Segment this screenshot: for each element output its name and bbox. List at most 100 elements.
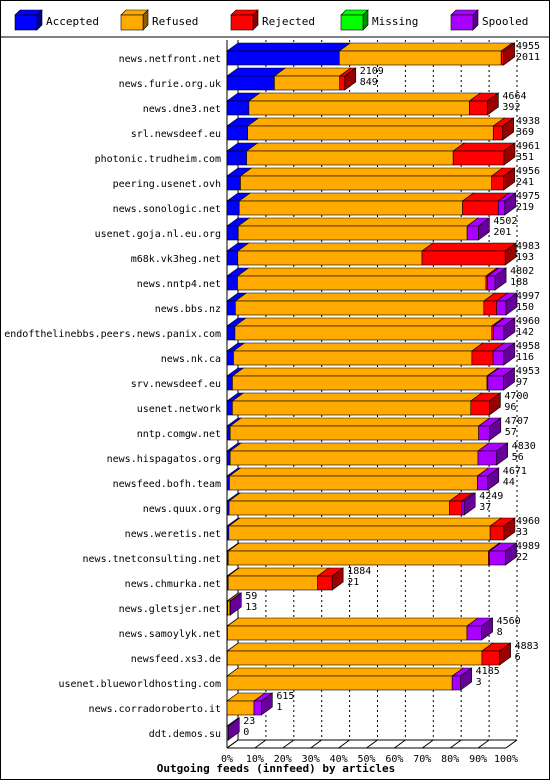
bar-refused — [338, 50, 502, 66]
accepted-label: 0 — [243, 727, 249, 738]
bar-spooled — [497, 200, 506, 216]
category-label: news.hispagatos.org — [107, 454, 221, 465]
bar-top-refused — [229, 417, 491, 427]
bar-spooled — [489, 550, 506, 566]
bar-side-spooled — [463, 492, 476, 516]
category-label: photonic.trudheim.com — [95, 154, 221, 165]
bar-refused — [232, 375, 488, 391]
accepted-label: 22 — [516, 552, 528, 563]
bar-side-rejected — [503, 167, 516, 191]
bar-accepted — [226, 475, 230, 491]
bar-accepted — [226, 325, 236, 341]
offered-label: 4975 — [516, 191, 540, 202]
bar-side-spooled — [460, 667, 472, 691]
bar-refused — [229, 450, 479, 466]
bar-refused — [229, 475, 478, 491]
category-label: news.samoylyk.net — [119, 629, 221, 640]
bar-accepted — [226, 250, 239, 266]
bar-rejected — [470, 400, 490, 416]
bar-top-refused — [227, 517, 503, 527]
bar-rejected — [452, 150, 505, 166]
offered-label: 4938 — [516, 116, 540, 127]
bar-accepted — [226, 350, 234, 366]
bar-side-rejected — [502, 117, 515, 141]
x-tick-label: 50% — [357, 754, 375, 765]
category-label: news.bbs.nz — [155, 304, 221, 315]
floor-tick — [282, 739, 295, 749]
offered-label: 4953 — [516, 366, 540, 377]
legend-label-spooled: Spooled — [482, 15, 528, 28]
offered-label: 4185 — [476, 666, 500, 677]
bar-refused — [227, 625, 468, 641]
bar-top-refused — [338, 42, 514, 52]
bar-accepted — [226, 125, 248, 141]
bar-side-spooled — [478, 217, 490, 241]
bar-spooled — [477, 450, 497, 466]
accepted-label: 201 — [493, 227, 511, 238]
category-label: m68k.vk3heg.net — [131, 254, 221, 265]
legend-label-refused: Refused — [152, 15, 198, 28]
category-label: news.nntp4.net — [137, 279, 221, 290]
bar-side-rejected — [331, 567, 344, 591]
offered-label: 59 — [245, 591, 257, 602]
bar-rejected — [483, 300, 497, 316]
bar-rejected — [339, 75, 346, 91]
bar-side-spooled — [229, 592, 242, 616]
category-label: news.netfront.net — [119, 54, 221, 65]
bar-top-refused — [238, 192, 475, 202]
bar-rejected — [421, 250, 506, 266]
bar-side-rejected — [487, 92, 499, 116]
offered-label: 23 — [243, 716, 255, 727]
category-label: usenet.goja.nl.eu.org — [95, 229, 221, 240]
bar-refused — [232, 400, 472, 416]
bar-accepted — [226, 275, 238, 291]
bar-refused — [248, 100, 470, 116]
x-tick-label: 20% — [274, 754, 292, 765]
bar-spooled — [451, 675, 461, 691]
bar-rejected — [489, 525, 505, 541]
bar-side-spooled — [503, 342, 516, 366]
bar-side-spooled — [505, 542, 517, 566]
bar-side-rejected — [503, 142, 516, 166]
x-tick-label: 70% — [413, 754, 431, 765]
bar-rejected — [471, 350, 494, 366]
legend-label-accepted: Accepted — [46, 15, 99, 28]
bar-accepted — [226, 175, 241, 191]
bar-spooled — [478, 425, 491, 441]
x-tick-label: 90% — [469, 754, 487, 765]
bar-rejected — [481, 650, 500, 666]
bar-top-accepted — [226, 42, 352, 52]
bar-spooled — [487, 275, 496, 291]
bar-top-refused — [229, 442, 490, 452]
category-label: srl.newsdeef.eu — [131, 129, 221, 140]
bar-side-spooled — [505, 292, 518, 316]
offered-label: 4664 — [502, 91, 526, 102]
bar-accepted — [226, 450, 231, 466]
accepted-label: 116 — [516, 352, 534, 363]
bar-top-refused — [237, 217, 480, 227]
bar-accepted — [226, 375, 233, 391]
offered-label: 4249 — [479, 491, 503, 502]
category-label: ddt.demos.su — [149, 729, 221, 740]
bar-top-refused — [234, 317, 504, 327]
bar-rejected — [462, 200, 499, 216]
bar-rejected — [469, 100, 488, 116]
bar-refused — [238, 200, 463, 216]
bar-refused — [227, 650, 483, 666]
category-label: news.sonologic.net — [113, 204, 221, 215]
category-label: news.dne3.net — [143, 104, 221, 115]
bar-top-refused — [231, 367, 499, 377]
bar-rejected — [449, 500, 463, 516]
accepted-label: 37 — [479, 502, 491, 513]
accepted-label: 392 — [502, 102, 520, 113]
accepted-label: 8 — [497, 627, 503, 638]
offered-label: 4707 — [505, 416, 529, 427]
bar-top-refused — [226, 667, 465, 677]
bar-top-refused — [247, 92, 482, 102]
accepted-label: 188 — [510, 277, 528, 288]
bar-top-refused — [273, 67, 352, 77]
offered-label: 4700 — [504, 391, 528, 402]
accepted-label: 369 — [516, 127, 534, 138]
bar-accepted — [226, 75, 275, 91]
bar-side-rejected — [503, 517, 516, 541]
